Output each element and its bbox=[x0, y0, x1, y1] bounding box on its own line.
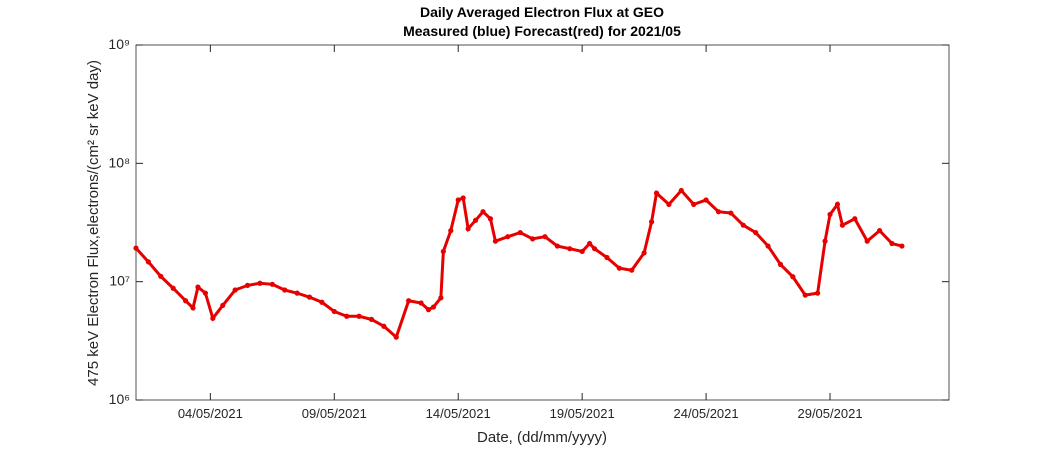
y-tick-label: 10⁹ bbox=[108, 36, 130, 52]
data-point bbox=[678, 187, 684, 194]
data-point bbox=[648, 219, 655, 225]
data-point bbox=[344, 313, 350, 319]
data-point bbox=[839, 222, 846, 228]
x-tick-label: 09/05/2021 bbox=[302, 406, 367, 421]
data-point bbox=[802, 292, 808, 298]
data-point bbox=[220, 302, 226, 309]
data-point bbox=[438, 295, 444, 301]
data-point bbox=[586, 240, 593, 247]
data-point bbox=[790, 274, 796, 280]
data-point bbox=[653, 190, 660, 196]
data-point bbox=[190, 305, 196, 311]
data-point bbox=[145, 259, 151, 265]
data-point bbox=[368, 316, 375, 322]
data-point bbox=[604, 254, 610, 261]
x-tick-label: 14/05/2021 bbox=[426, 406, 491, 421]
data-point bbox=[195, 284, 201, 290]
data-point bbox=[542, 234, 548, 240]
data-point bbox=[306, 294, 313, 300]
data-point bbox=[703, 197, 709, 203]
data-point bbox=[554, 243, 560, 249]
data-point bbox=[899, 243, 905, 249]
data-point bbox=[430, 304, 437, 310]
data-point bbox=[852, 216, 858, 222]
x-axis-label: Date, (dd/mm/yyyy) bbox=[477, 429, 607, 446]
y-tick-label: 10⁷ bbox=[109, 273, 130, 289]
data-point bbox=[591, 246, 598, 252]
data-point bbox=[448, 228, 454, 234]
data-point bbox=[567, 246, 573, 252]
data-point bbox=[381, 323, 387, 329]
x-tick-label: 04/05/2021 bbox=[178, 406, 243, 421]
data-point bbox=[158, 273, 164, 279]
data-point bbox=[492, 238, 499, 244]
data-point bbox=[616, 265, 622, 271]
data-point bbox=[331, 308, 337, 315]
data-point bbox=[282, 287, 288, 293]
data-point bbox=[406, 298, 412, 304]
data-point bbox=[257, 280, 263, 286]
data-point bbox=[460, 195, 466, 201]
data-point bbox=[641, 250, 647, 256]
data-point bbox=[864, 238, 870, 244]
chart-title: Daily Averaged Electron Flux at GEO bbox=[420, 4, 664, 20]
chart-subtitle: Measured (blue) Forecast(red) for 2021/0… bbox=[403, 23, 681, 39]
data-point bbox=[765, 243, 771, 249]
data-point bbox=[728, 210, 734, 216]
data-point bbox=[827, 211, 833, 218]
y-tick-label: 10⁶ bbox=[109, 391, 130, 407]
data-point bbox=[472, 217, 479, 223]
data-point bbox=[691, 201, 697, 207]
data-point bbox=[517, 229, 523, 236]
data-point bbox=[294, 290, 300, 296]
x-tick-label: 19/05/2021 bbox=[550, 406, 615, 421]
data-point bbox=[418, 300, 424, 306]
x-tick-label: 29/05/2021 bbox=[797, 406, 862, 421]
data-point bbox=[579, 248, 585, 255]
data-point bbox=[393, 334, 399, 340]
data-point bbox=[740, 222, 746, 228]
data-point bbox=[465, 226, 471, 232]
data-point bbox=[505, 234, 511, 240]
data-point bbox=[455, 197, 461, 203]
data-point bbox=[440, 248, 446, 255]
x-tick-label: 24/05/2021 bbox=[674, 406, 739, 421]
data-point bbox=[202, 290, 209, 296]
data-point bbox=[480, 209, 486, 215]
data-point bbox=[170, 285, 176, 291]
data-point bbox=[834, 201, 841, 207]
data-point bbox=[425, 307, 432, 313]
data-point bbox=[777, 261, 784, 267]
data-point bbox=[269, 281, 275, 287]
data-point bbox=[815, 290, 821, 296]
data-point bbox=[244, 282, 251, 288]
plot-frame bbox=[135, 44, 950, 401]
data-point bbox=[529, 236, 536, 242]
data-point bbox=[822, 238, 828, 244]
data-point bbox=[876, 228, 883, 234]
data-point bbox=[753, 229, 759, 236]
data-point bbox=[232, 287, 238, 293]
data-point bbox=[356, 313, 362, 319]
y-tick-label: 10⁸ bbox=[109, 154, 131, 170]
data-point bbox=[210, 315, 216, 321]
data-point bbox=[182, 298, 189, 304]
data-point bbox=[715, 209, 722, 215]
y-axis-label: 475 keV Electron Flux,electrons/(cm² sr … bbox=[85, 60, 102, 386]
data-point bbox=[133, 245, 139, 251]
data-point bbox=[319, 299, 325, 305]
data-point bbox=[889, 240, 895, 247]
data-point bbox=[666, 201, 672, 207]
data-point bbox=[629, 267, 635, 273]
data-point bbox=[487, 216, 494, 222]
